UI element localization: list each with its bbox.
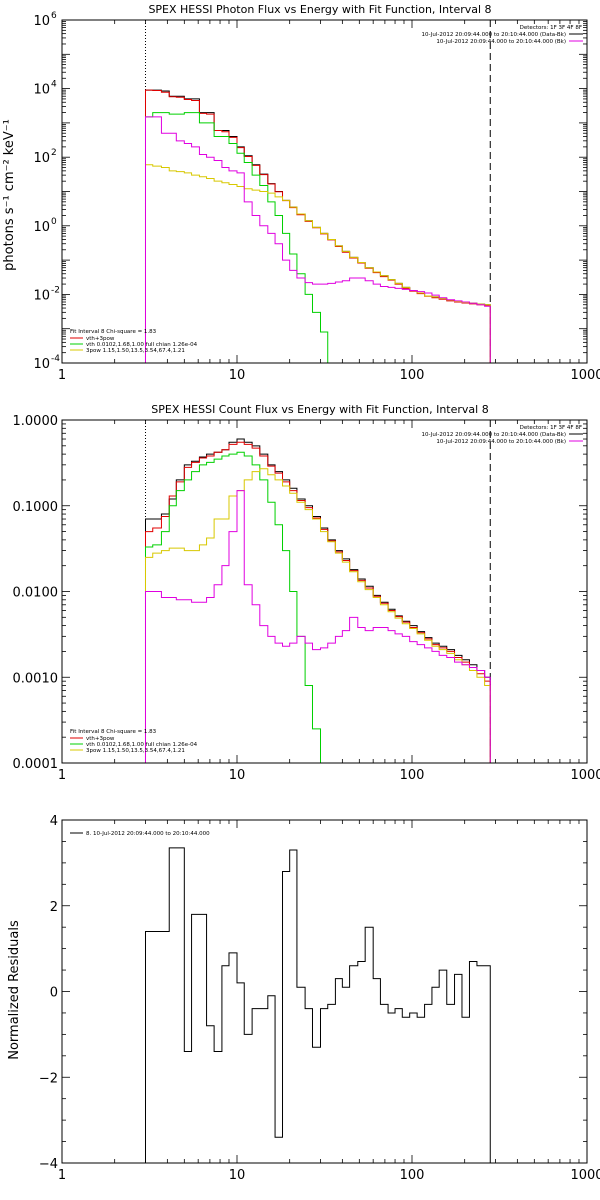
y-tick-label: 10 [33, 357, 50, 372]
y-tick-exponent: 0 [51, 217, 57, 227]
x-tick-label: 1 [58, 368, 66, 383]
series-data [144, 438, 491, 763]
series-total [144, 89, 491, 363]
y-tick-label: 0 [50, 986, 58, 1001]
series-3pow [144, 164, 491, 363]
legend-data-bk: 10-Jul-2012 20:09:44.000 to 20:10:44.000… [422, 32, 567, 38]
series-group [144, 847, 491, 1163]
y-axis-label: photons s⁻¹ cm⁻² keV⁻¹ [2, 119, 17, 271]
x-tick-label: 100 [400, 368, 425, 383]
reference-lines [144, 20, 491, 363]
y-tick-label: 10 [33, 288, 50, 303]
y-tick-label: 10 [33, 151, 50, 166]
legend-top-right: Detectors: 1F 3F 4F 8F 10-Jul-2012 20:09… [422, 425, 583, 445]
y-tick-exponent: -4 [51, 354, 60, 364]
legend-text: 8. 10-Jul-2012 20:09:44.000 to 20:10:44.… [86, 831, 210, 837]
chart-title: SPEX HESSI Count Flux vs Energy with Fit… [151, 403, 488, 416]
series-vth [144, 451, 321, 763]
series-3pow [144, 468, 491, 763]
x-tick-label: 10 [229, 768, 246, 783]
legend-vth: vth 0.0102,1.68,1.00 full chian 1.26e-04 [86, 742, 198, 748]
plot-frame [61, 19, 588, 364]
y-tick-label: 10 [33, 83, 50, 98]
series-data [144, 89, 491, 363]
y-tick-exponent: 6 [51, 11, 57, 21]
y-tick-label: 10 [33, 14, 50, 29]
y-tick-label: 2 [50, 900, 58, 915]
count-flux-chart: SPEX HESSI Count Flux vs Energy with Fit… [13, 403, 600, 783]
legend-bk: 10-Jul-2012 20:09:44.000 to 20:10:44.000… [436, 39, 566, 45]
plot-frame [61, 819, 588, 1164]
y-tick-exponent: 4 [51, 80, 57, 90]
x-tick-label: 10 [229, 368, 246, 383]
y-tick-label: 0.0001 [13, 757, 59, 772]
series-background [144, 490, 491, 763]
y-tick-label: 10 [33, 220, 50, 235]
axis-ticks: 1 10 100 1000 −4 −2 0 2 4 [39, 814, 600, 1183]
x-tick-label: 1 [58, 768, 66, 783]
x-tick-label: 10 [229, 1168, 246, 1183]
legend-data-bk: 10-Jul-2012 20:09:44.000 to 20:10:44.000… [422, 432, 567, 438]
chart-title: SPEX HESSI Photon Flux vs Energy with Fi… [148, 3, 491, 16]
y-tick-exponent: -2 [51, 285, 60, 295]
x-tick-label: 100 [400, 1168, 425, 1183]
series-vth [144, 112, 329, 363]
photon-flux-chart: SPEX HESSI Photon Flux vs Energy with Fi… [2, 3, 600, 383]
y-tick-label: 0.1000 [13, 500, 59, 515]
x-tick-label: 1000 [570, 368, 600, 383]
axis-ticks: 1 10 100 1000 0.0001 0.0010 0.0100 0.1000 1.0000 [13, 414, 600, 783]
legend-fit-info: Fit Interval 8 Chi-square = 1.83 [70, 329, 157, 335]
legend-3pow: 3pow 1.15,1.50,13.5,3.54,67.4,1.21 [86, 348, 185, 354]
y-tick-label: 0.0100 [13, 586, 59, 601]
legend-bottom-left: Fit Interval 8 Chi-square = 1.83 vth+3po… [70, 729, 198, 754]
legend-fit-info: Fit Interval 8 Chi-square = 1.83 [70, 729, 157, 735]
legend-detectors: Detectors: 1F 3F 4F 8F [520, 25, 582, 31]
series-group [144, 438, 491, 763]
legend-bottom-left: Fit Interval 8 Chi-square = 1.83 vth+3po… [70, 329, 198, 354]
x-tick-label: 1 [58, 1168, 66, 1183]
series-residuals [144, 847, 491, 1163]
legend-total: vth+3pow [86, 336, 115, 342]
series-group [144, 89, 491, 363]
legend-top-right: Detectors: 1F 3F 4F 8F 10-Jul-2012 20:09… [422, 25, 583, 45]
legend-bk: 10-Jul-2012 20:09:44.000 to 20:10:44.000… [436, 439, 566, 445]
x-tick-label: 1000 [570, 1168, 600, 1183]
y-tick-label: −4 [39, 1157, 58, 1172]
legend-detectors: Detectors: 1F 3F 4F 8F [520, 425, 582, 431]
y-tick-label: −2 [39, 1071, 58, 1086]
x-tick-label: 100 [400, 768, 425, 783]
legend: 8. 10-Jul-2012 20:09:44.000 to 20:10:44.… [70, 831, 210, 837]
y-tick-label: 4 [50, 814, 58, 829]
y-tick-exponent: 2 [51, 148, 57, 158]
legend-3pow: 3pow 1.15,1.50,13.5,3.54,67.4,1.21 [86, 748, 185, 754]
y-tick-label: 1.0000 [13, 414, 59, 429]
x-tick-label: 1000 [570, 768, 600, 783]
residuals-chart: Normalized Residuals 1 10 100 1000 −4 −2 0 2 4 8… [7, 814, 600, 1183]
series-background [144, 116, 491, 363]
y-tick-label: 0.0010 [13, 671, 59, 686]
y-axis-label: Normalized Residuals [7, 920, 22, 1060]
legend-vth: vth 0.0102,1.68,1.00 full chian 1.26e-04 [86, 342, 198, 348]
legend-total: vth+3pow [86, 736, 115, 742]
plot-frame [61, 419, 588, 764]
